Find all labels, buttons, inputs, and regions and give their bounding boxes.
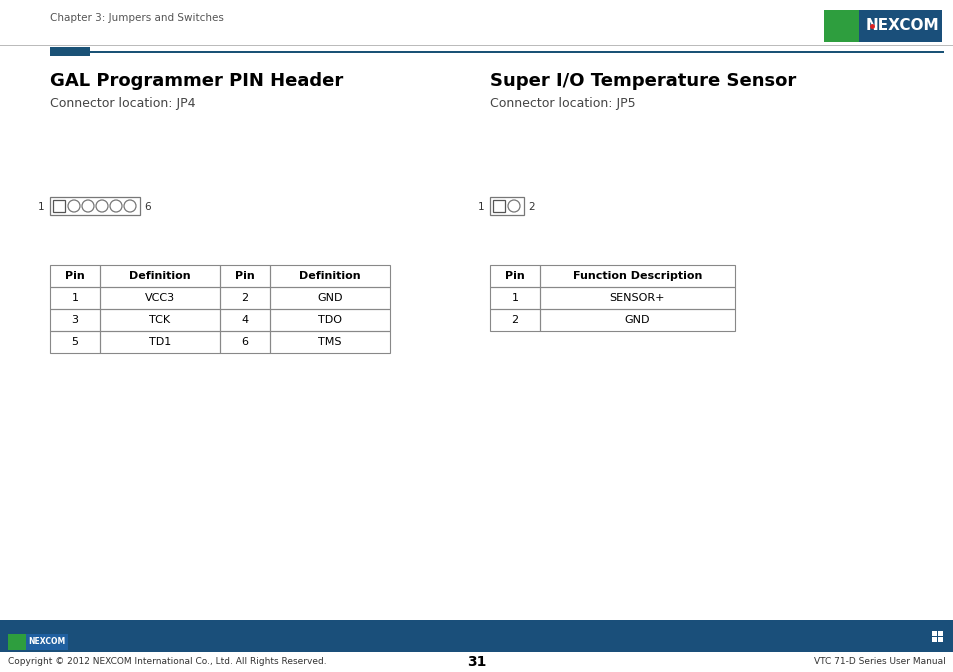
Text: Definition: Definition: [129, 271, 191, 281]
Text: Chapter 3: Jumpers and Switches: Chapter 3: Jumpers and Switches: [50, 13, 224, 23]
Text: SENSOR+: SENSOR+: [609, 293, 664, 303]
Bar: [270, 309, 390, 331]
Bar: [490, 197, 523, 215]
Text: 2: 2: [511, 315, 518, 325]
Text: TMS: TMS: [318, 337, 341, 347]
Text: GND: GND: [624, 315, 650, 325]
Bar: [220, 309, 270, 331]
Text: VTC 71-D Series User Manual: VTC 71-D Series User Manual: [814, 657, 945, 667]
Bar: [823, 10, 859, 42]
Text: Connector location: JP5: Connector location: JP5: [490, 97, 635, 110]
Text: 3: 3: [71, 315, 78, 325]
Text: TD1: TD1: [149, 337, 171, 347]
Text: 1: 1: [511, 293, 518, 303]
Bar: [270, 265, 390, 287]
Bar: [50, 265, 100, 287]
Text: Pin: Pin: [234, 271, 254, 281]
Text: Pin: Pin: [504, 271, 524, 281]
Bar: [50, 331, 100, 353]
Text: 6: 6: [144, 202, 151, 212]
Text: 31: 31: [467, 655, 486, 669]
Text: NEXCOM: NEXCOM: [865, 19, 939, 34]
Bar: [539, 287, 734, 309]
Text: Connector location: JP4: Connector location: JP4: [50, 97, 195, 110]
Bar: [931, 631, 936, 636]
Bar: [937, 637, 942, 642]
Bar: [100, 331, 220, 353]
Bar: [50, 47, 90, 56]
Text: NEXCOM: NEXCOM: [29, 638, 66, 646]
Bar: [859, 10, 941, 42]
Text: TDO: TDO: [317, 315, 341, 325]
Bar: [270, 287, 390, 309]
Text: Pin: Pin: [65, 271, 85, 281]
Text: Super I/O Temperature Sensor: Super I/O Temperature Sensor: [490, 72, 796, 90]
Text: Definition: Definition: [299, 271, 360, 281]
Bar: [493, 200, 504, 212]
Bar: [100, 287, 220, 309]
Bar: [220, 287, 270, 309]
Bar: [220, 265, 270, 287]
Bar: [937, 631, 942, 636]
Text: 1: 1: [71, 293, 78, 303]
Bar: [0, 620, 953, 652]
Bar: [50, 197, 140, 215]
Text: 1: 1: [476, 202, 483, 212]
Bar: [539, 265, 734, 287]
Bar: [220, 331, 270, 353]
Text: 2: 2: [527, 202, 534, 212]
Text: 6: 6: [241, 337, 248, 347]
Text: GAL Programmer PIN Header: GAL Programmer PIN Header: [50, 72, 343, 90]
Bar: [931, 637, 936, 642]
Bar: [53, 200, 65, 212]
Bar: [490, 265, 539, 287]
Bar: [539, 309, 734, 331]
Text: 5: 5: [71, 337, 78, 347]
Bar: [270, 331, 390, 353]
Text: VCC3: VCC3: [145, 293, 175, 303]
Text: 1: 1: [37, 202, 44, 212]
Bar: [100, 265, 220, 287]
Bar: [50, 309, 100, 331]
Bar: [100, 309, 220, 331]
Bar: [90, 50, 943, 53]
Text: 4: 4: [241, 315, 249, 325]
Text: GND: GND: [317, 293, 342, 303]
Text: Function Description: Function Description: [572, 271, 701, 281]
Text: 2: 2: [241, 293, 249, 303]
Bar: [490, 309, 539, 331]
Bar: [50, 287, 100, 309]
Text: TCK: TCK: [150, 315, 171, 325]
Text: Copyright © 2012 NEXCOM International Co., Ltd. All Rights Reserved.: Copyright © 2012 NEXCOM International Co…: [8, 657, 326, 667]
Bar: [26, 634, 68, 650]
Bar: [0, 44, 953, 46]
Bar: [8, 634, 26, 650]
Bar: [490, 287, 539, 309]
